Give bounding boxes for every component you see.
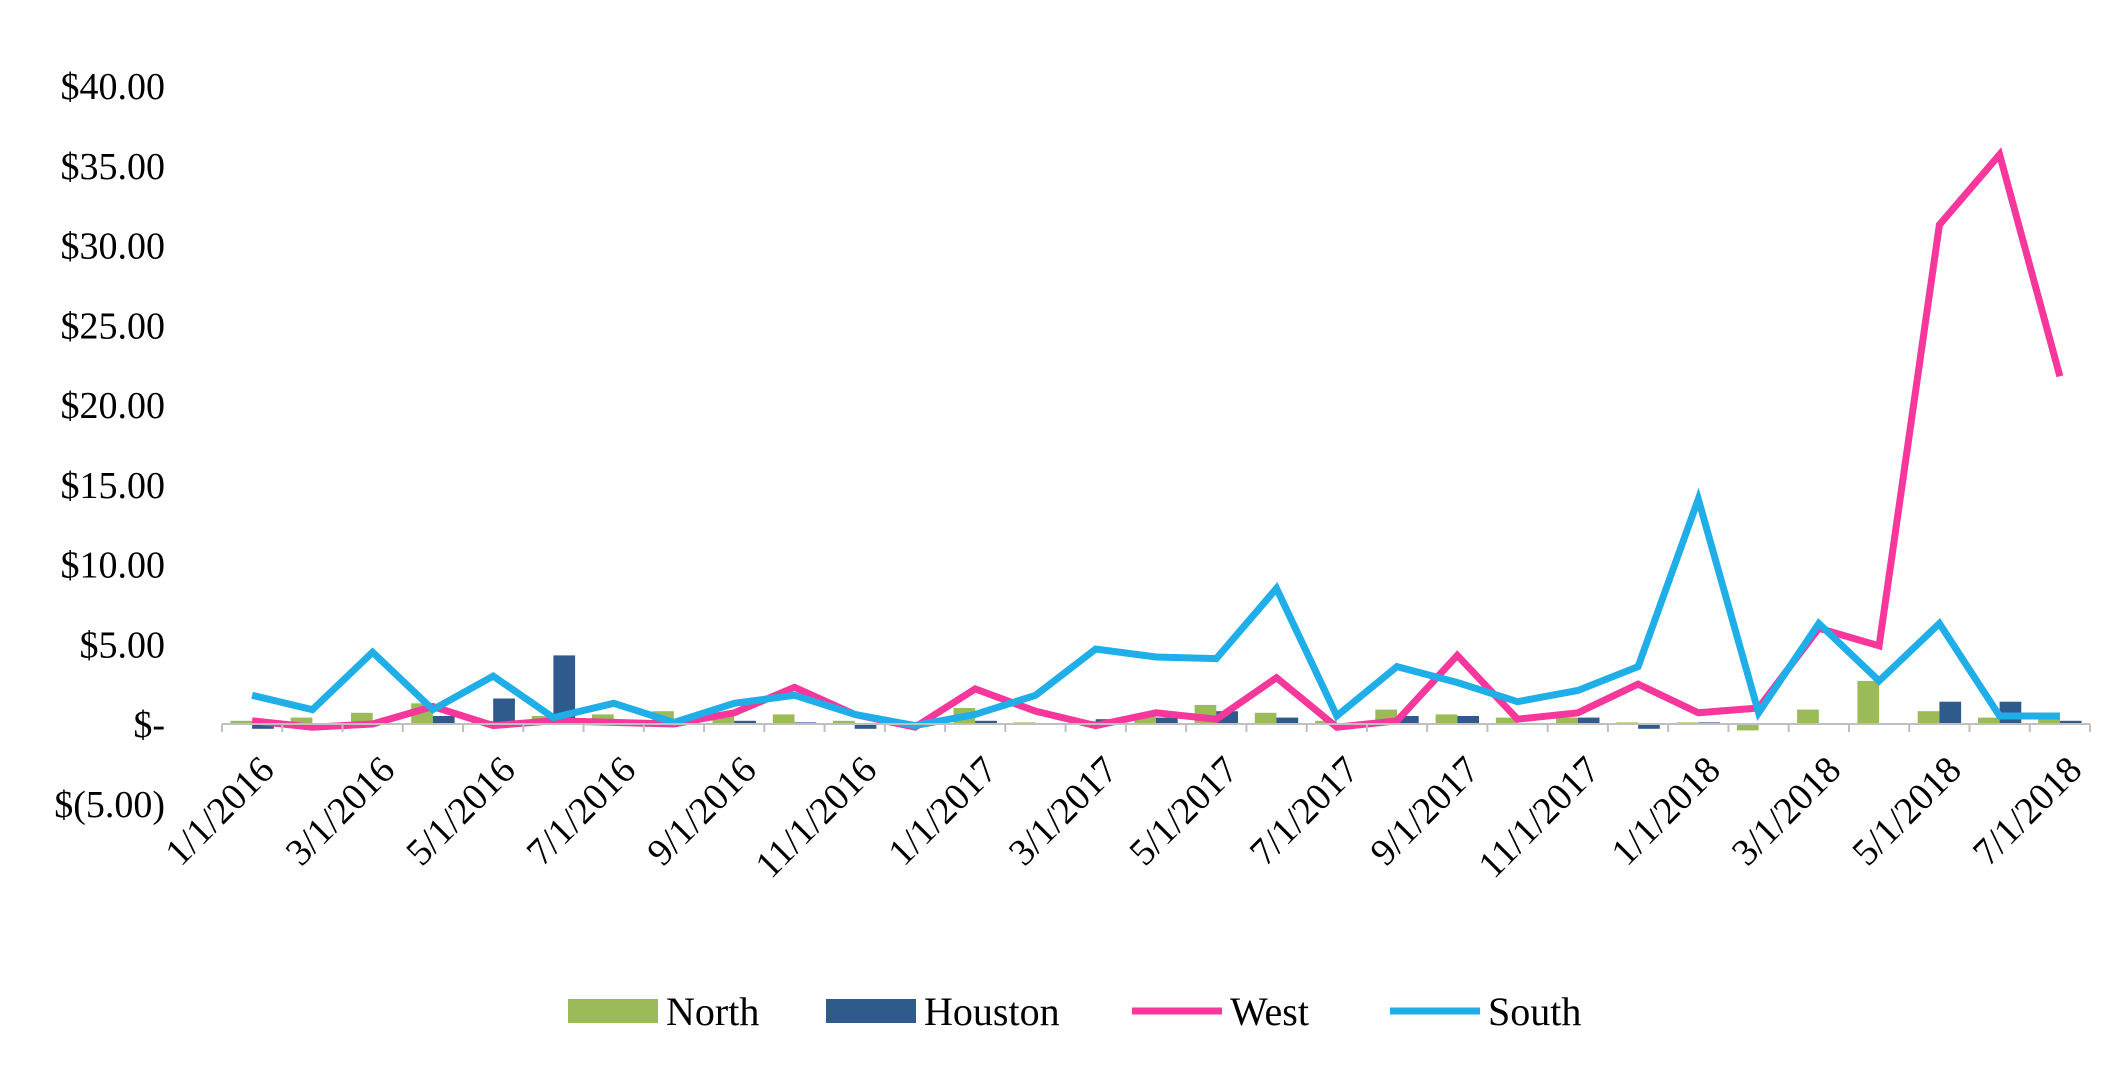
y-tick-label: $(5.00) bbox=[54, 784, 165, 826]
legend-label-south: South bbox=[1488, 989, 1581, 1034]
bar-north bbox=[1435, 714, 1458, 724]
x-tick-label: 7/1/2016 bbox=[519, 749, 644, 874]
bar-houston bbox=[1939, 701, 1962, 724]
bar-north bbox=[230, 720, 253, 724]
x-tick-label: 7/1/2018 bbox=[1965, 749, 2090, 874]
y-tick-label: $5.00 bbox=[80, 624, 166, 666]
y-tick-label: $10.00 bbox=[61, 545, 166, 587]
x-tick-label: 5/1/2017 bbox=[1121, 749, 1246, 874]
legend-swatch-houston bbox=[826, 999, 916, 1023]
x-tick-label: 1/1/2016 bbox=[157, 749, 282, 874]
bar-north bbox=[772, 714, 795, 724]
bar-north bbox=[1977, 717, 2000, 724]
legend-label-houston: Houston bbox=[924, 989, 1060, 1034]
bar-north bbox=[1134, 714, 1156, 724]
bar-north bbox=[1736, 724, 1759, 731]
line-west bbox=[251, 147, 2064, 731]
y-tick-label: $- bbox=[133, 704, 165, 746]
y-tick-label: $35.00 bbox=[61, 146, 166, 188]
y-tick-label: $25.00 bbox=[61, 305, 166, 347]
y-tick-label: $40.00 bbox=[61, 66, 166, 108]
bar-houston bbox=[1397, 716, 1419, 724]
bar-houston bbox=[252, 724, 274, 729]
bar-north bbox=[2038, 719, 2060, 724]
bar-houston bbox=[553, 655, 576, 724]
x-tick-label: 3/1/2017 bbox=[1001, 749, 1126, 874]
y-tick-label: $20.00 bbox=[61, 385, 166, 427]
x-tick-label: 1/1/2018 bbox=[1603, 749, 1728, 874]
x-tick-label: 3/1/2016 bbox=[278, 749, 403, 874]
bar-houston bbox=[432, 716, 455, 724]
bar-houston bbox=[1638, 724, 1660, 729]
bar-north bbox=[1556, 717, 1578, 724]
bar-north bbox=[1254, 712, 1277, 724]
legend-label-west: West bbox=[1230, 989, 1309, 1034]
x-tick-label: 9/1/2017 bbox=[1362, 749, 1487, 874]
bar-houston bbox=[1457, 716, 1479, 724]
bar-houston bbox=[2059, 720, 2082, 724]
line-south bbox=[251, 487, 2060, 730]
legend-label-north: North bbox=[666, 989, 759, 1034]
bar-north bbox=[351, 712, 373, 724]
bar-north bbox=[712, 716, 735, 724]
bar-north bbox=[833, 720, 855, 724]
bar-north bbox=[1797, 709, 1819, 724]
x-tick-label: 11/1/2017 bbox=[1470, 749, 1608, 887]
y-tick-label: $15.00 bbox=[61, 465, 166, 507]
line-series bbox=[251, 147, 2064, 731]
bar-houston bbox=[734, 720, 756, 724]
x-tick-label: 3/1/2018 bbox=[1724, 749, 1849, 874]
x-tick-label: 11/1/2016 bbox=[747, 749, 885, 887]
bar-north bbox=[1917, 711, 1940, 724]
bar-north bbox=[1495, 717, 1518, 724]
x-tick-label: 7/1/2017 bbox=[1242, 749, 1367, 874]
legend: North Houston West South bbox=[568, 989, 1581, 1034]
x-axis: 1/1/20163/1/20165/1/20167/1/20169/1/2016… bbox=[157, 723, 2091, 887]
bar-houston bbox=[975, 720, 997, 724]
legend-swatch-north bbox=[568, 999, 658, 1023]
bar-houston bbox=[493, 698, 515, 724]
bar-houston bbox=[854, 724, 877, 729]
x-tick-label: 1/1/2017 bbox=[880, 749, 1005, 874]
bar-north bbox=[1857, 680, 1880, 724]
bar-series bbox=[230, 655, 2082, 731]
y-axis: $40.00 $35.00 $30.00 $25.00 $20.00 $15.00 $10.… bbox=[54, 66, 165, 826]
x-tick-label: 5/1/2018 bbox=[1844, 749, 1969, 874]
bar-houston bbox=[1577, 717, 1600, 724]
bar-houston bbox=[1156, 717, 1178, 724]
x-tick-label: 9/1/2016 bbox=[639, 749, 764, 874]
bar-north bbox=[290, 717, 313, 724]
x-tick-label: 5/1/2016 bbox=[398, 749, 523, 874]
bar-houston bbox=[1276, 717, 1299, 724]
y-tick-label: $30.00 bbox=[61, 226, 166, 268]
